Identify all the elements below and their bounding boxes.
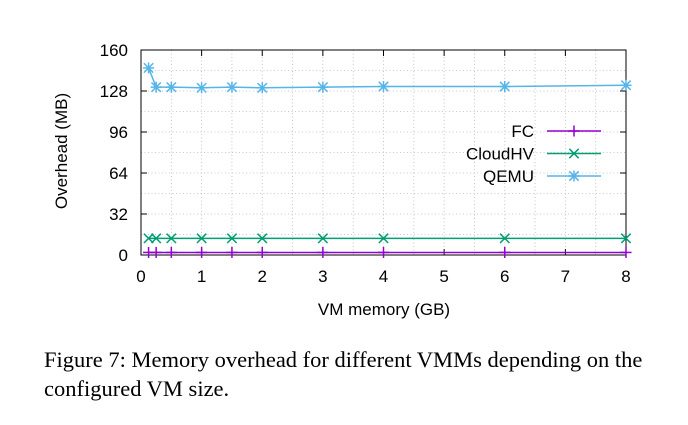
y-tick-label: 128 (100, 82, 128, 101)
legend-label-cloudhv: CloudHV (466, 145, 535, 164)
marker-stroke (166, 81, 177, 93)
data-point-cloudhv (166, 233, 177, 244)
marker-stroke (257, 82, 268, 94)
marker-stroke (150, 81, 162, 93)
x-tick-label: 4 (379, 267, 388, 286)
data-point-fc (499, 246, 511, 258)
data-point-fc (150, 246, 162, 258)
marker-stroke (257, 233, 268, 244)
marker-stroke (499, 233, 510, 244)
data-point-fc (378, 246, 389, 258)
x-tick-label: 0 (136, 267, 145, 286)
y-tick-label: 64 (109, 164, 128, 183)
data-point-fc (226, 246, 238, 258)
series-cloudhv (143, 233, 632, 244)
marker-stroke (150, 233, 162, 244)
data-point-cloudhv (257, 233, 268, 244)
y-tick-label: 96 (109, 123, 128, 142)
x-tick-label: 7 (561, 267, 570, 286)
marker-stroke (568, 170, 580, 182)
x-tick-label: 5 (439, 267, 448, 286)
figure-caption: Figure 7: Memory overhead for different … (44, 347, 643, 401)
data-point-qemu (196, 82, 208, 94)
data-point-cloudhv (317, 233, 329, 244)
legend-item-fc: FC (511, 122, 601, 141)
data-point-fc (196, 246, 208, 258)
series-fc (143, 246, 632, 258)
marker-stroke (317, 81, 329, 93)
data-point-qemu (378, 81, 389, 93)
data-point-cloudhv (499, 233, 510, 244)
data-point-cloudhv (143, 233, 154, 244)
y-tick-label: 32 (109, 205, 128, 224)
data-point-qemu (317, 81, 329, 93)
grid-layer (141, 50, 626, 255)
series-line-qemu (147, 67, 627, 89)
marker-stroke (499, 81, 510, 92)
data-point-qemu (499, 81, 511, 93)
marker-stroke (620, 80, 632, 91)
legend-label-fc: FC (511, 122, 534, 141)
legend-marker-qemu (568, 170, 580, 182)
marker-stroke (378, 81, 389, 92)
data-point-qemu (256, 82, 268, 94)
data-point-cloudhv (378, 233, 389, 244)
legend: FC CloudHV QEMU (466, 122, 601, 186)
data-point-fc (620, 246, 632, 258)
marker-stroke (620, 233, 632, 244)
series-qemu (143, 62, 632, 94)
legend-marker-fc (568, 125, 580, 137)
data-point-cloudhv (620, 233, 632, 244)
marker-stroke (166, 233, 177, 244)
y-tick-label: 0 (119, 246, 128, 265)
data-point-qemu (143, 62, 155, 74)
data-point-fc (165, 246, 177, 258)
marker-stroke (568, 148, 580, 159)
data-point-cloudhv (150, 233, 162, 244)
x-tick-label: 1 (197, 267, 206, 286)
marker-stroke (317, 233, 329, 244)
legend-item-cloudhv: CloudHV (466, 145, 601, 164)
data-point-fc (256, 246, 268, 258)
y-tick-label: 160 (100, 41, 128, 60)
marker-stroke (196, 82, 207, 94)
marker-stroke (143, 233, 154, 244)
data-point-cloudhv (196, 233, 207, 244)
legend-marker-cloudhv (568, 148, 580, 159)
series-layer (143, 62, 632, 258)
chart: 0 1 2 3 4 5 6 7 8 0 32 64 96 128 160 FC CloudHV QEMU VM … (52, 41, 632, 319)
legend-label-qemu: QEMU (483, 167, 534, 186)
data-point-qemu (150, 81, 162, 93)
marker-stroke (143, 62, 154, 74)
data-point-cloudhv (226, 233, 238, 244)
x-tick-label: 6 (500, 267, 509, 286)
marker-stroke (378, 233, 389, 244)
x-tick-label: 2 (258, 267, 267, 286)
data-point-qemu (165, 81, 177, 93)
x-tick-label: 3 (318, 267, 327, 286)
axis-layer: 0 1 2 3 4 5 6 7 8 0 32 64 96 128 160 (100, 41, 631, 286)
legend-item-qemu: QEMU (483, 167, 601, 186)
x-axis-label: VM memory (GB) (318, 300, 450, 319)
data-point-qemu (620, 79, 632, 91)
marker-stroke (226, 81, 238, 93)
marker-stroke (196, 233, 207, 244)
y-axis-label: Overhead (MB) (52, 93, 71, 209)
data-point-fc (317, 246, 329, 258)
x-tick-label: 8 (621, 267, 630, 286)
data-point-qemu (226, 81, 238, 93)
marker-stroke (226, 233, 238, 244)
